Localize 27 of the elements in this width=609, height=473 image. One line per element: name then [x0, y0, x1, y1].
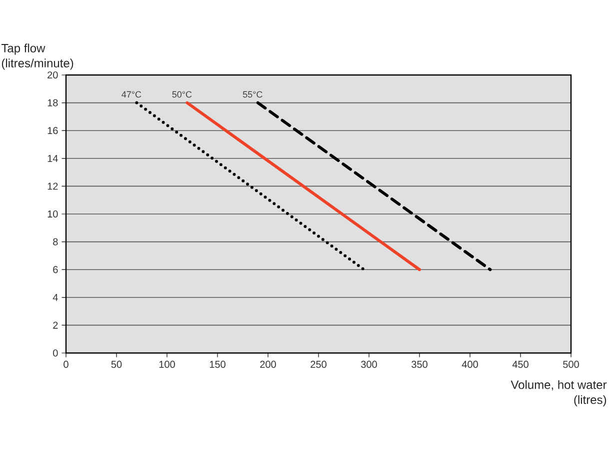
x-tick-label: 300 — [361, 360, 377, 368]
x-tick-label: 50 — [111, 360, 122, 368]
series-label: 55°C — [242, 91, 262, 98]
series-label: 50°C — [172, 91, 192, 98]
y-tick-label: 12 — [48, 182, 58, 190]
y-tick-label: 8 — [53, 238, 58, 246]
x-tick-label: 200 — [260, 360, 276, 368]
x-tick-label: 350 — [412, 360, 428, 368]
x-tick-label: 500 — [563, 360, 579, 368]
y-tick-label: 10 — [48, 210, 58, 218]
y-tick-label: 0 — [53, 349, 58, 357]
x-tick-label: 400 — [462, 360, 478, 368]
x-tick-label: 100 — [159, 360, 175, 368]
y-tick-label: 14 — [48, 154, 58, 162]
x-tick-label: 150 — [210, 360, 226, 368]
y-axis-title: Tap flow (litres/minute) — [1, 44, 74, 70]
y-tick-label: 2 — [53, 322, 58, 329]
x-tick-label: 250 — [310, 360, 326, 368]
y-tick-label: 16 — [48, 127, 58, 134]
y-tick-label: 20 — [48, 71, 58, 79]
y-tick-label: 18 — [48, 99, 58, 106]
x-tick-label: 0 — [64, 360, 68, 368]
series-label: 47°C — [122, 91, 142, 98]
x-axis-title: Volume, hot water (litres) — [510, 380, 607, 406]
y-tick-label: 4 — [52, 294, 58, 301]
y-tick-label: 6 — [53, 266, 58, 274]
x-tick-label: 450 — [512, 360, 528, 368]
